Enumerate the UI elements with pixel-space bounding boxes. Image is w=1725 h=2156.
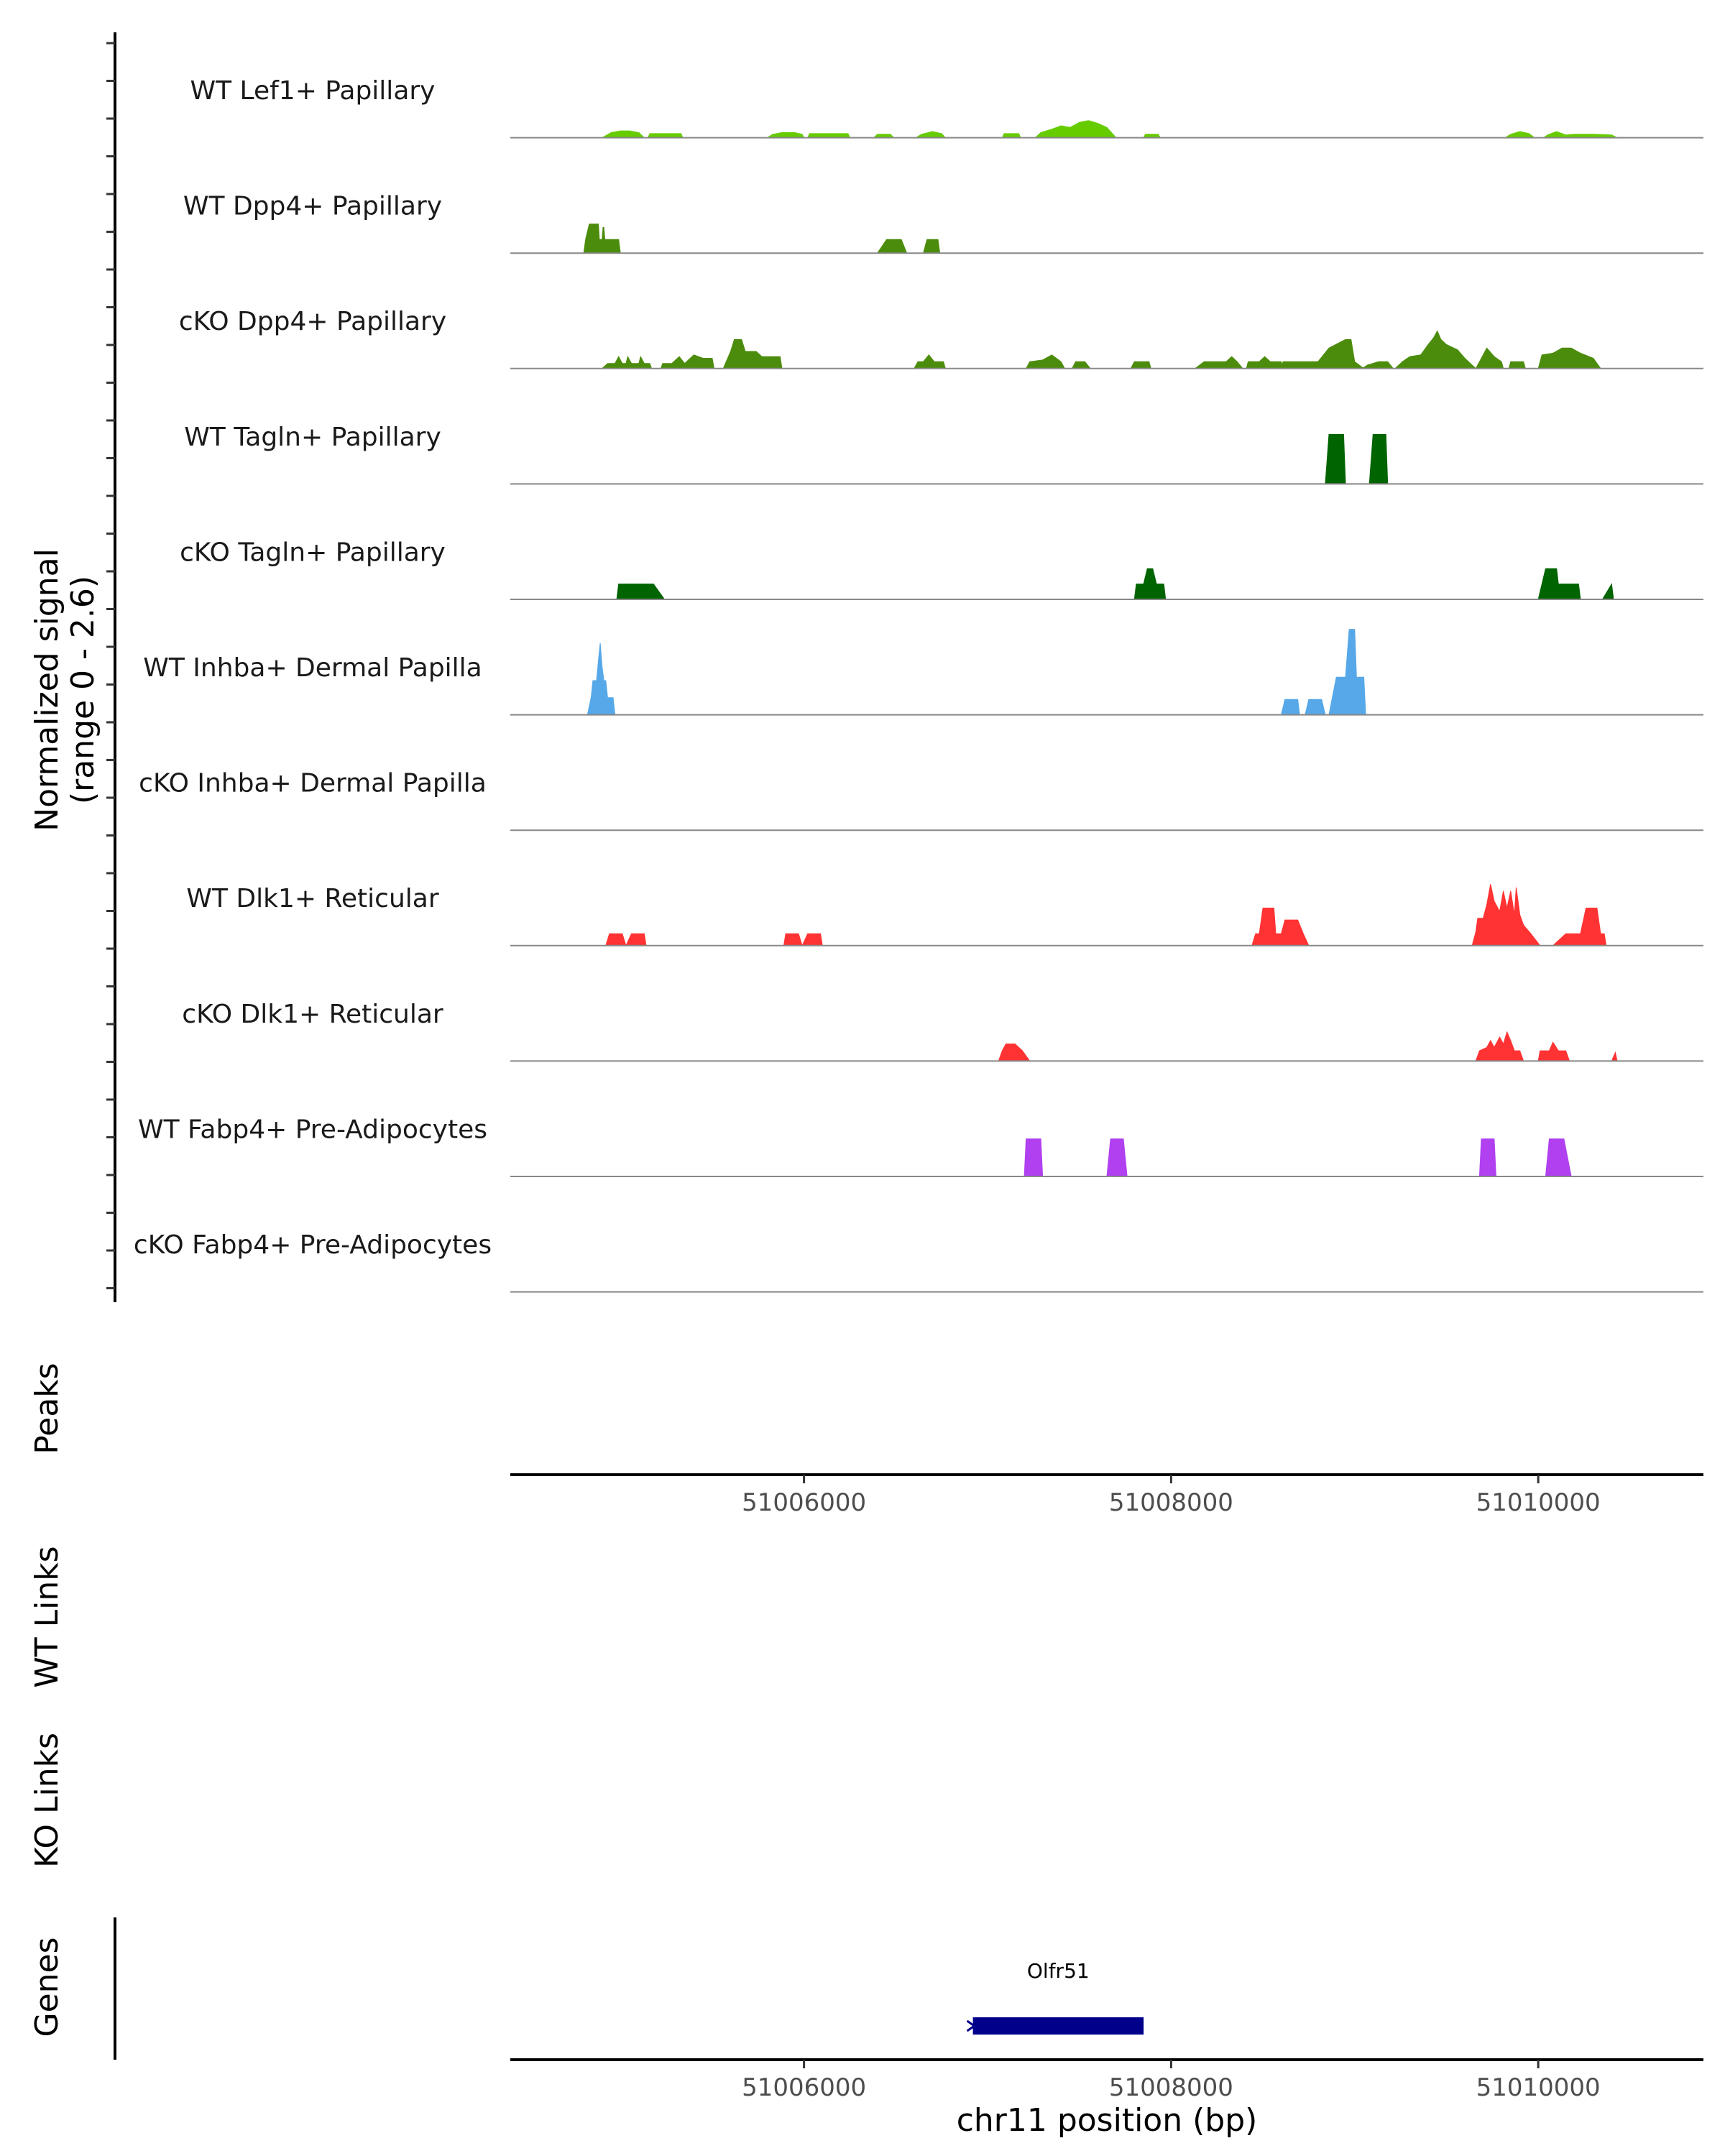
gene-strand-arrow — [966, 2019, 977, 2032]
track-7: WT Dlk1+ Reticular — [186, 884, 1703, 947]
x-tick-label: 51008000 — [1109, 1488, 1233, 1517]
track-signal-area — [1024, 1138, 1572, 1177]
coverage-tracks: WT Lef1+ Papillary WT Dpp4+ Papillary cKO … — [134, 76, 1703, 1293]
track-label: WT Tagln+ Papillary — [184, 423, 441, 452]
track-9: WT Fabp4+ Pre-Adipocytes — [138, 1115, 1703, 1177]
track-signal-area — [586, 629, 1366, 716]
gene-body — [972, 2017, 1144, 2035]
signal-axis-title: Normalized signal — [29, 548, 65, 831]
track-10: cKO Fabp4+ Pre-Adipocytes — [134, 1230, 1703, 1293]
x-axis-title: chr11 position (bp) — [957, 2102, 1258, 2139]
track-label: WT Lef1+ Papillary — [190, 76, 436, 106]
track-0: WT Lef1+ Papillary — [190, 76, 1703, 139]
x-tick-label: 51006000 — [742, 2073, 866, 2102]
gene-label: Olfr51 — [1027, 1959, 1090, 1983]
peaks-panel-label: Peaks — [29, 1363, 65, 1454]
track-signal-area — [998, 1031, 1618, 1061]
track-signal-area — [616, 568, 1614, 600]
track-label: WT Inhba+ Dermal Papilla — [143, 653, 482, 683]
x-tick-label: 51006000 — [742, 1488, 866, 1517]
x-tick-label: 51010000 — [1476, 1488, 1601, 1517]
track-signal-area — [600, 120, 1618, 139]
genes-panel-label: Genes — [29, 1937, 65, 2037]
ko-links-panel-label: KO Links — [29, 1733, 65, 1868]
signal-axis-range: (range 0 - 2.6) — [65, 576, 101, 804]
track-label: WT Dpp4+ Papillary — [183, 192, 442, 221]
track-label: WT Fabp4+ Pre-Adipocytes — [138, 1115, 487, 1144]
signal-axis-ticks — [106, 42, 115, 1289]
track-1: WT Dpp4+ Papillary — [183, 192, 1703, 254]
track-4: cKO Tagln+ Papillary — [180, 538, 1703, 600]
track-5: WT Inhba+ Dermal Papilla — [143, 629, 1703, 716]
x-tick-label: 51010000 — [1476, 2073, 1601, 2102]
track-8: cKO Dlk1+ Reticular — [182, 1000, 1703, 1062]
track-signal-area — [605, 884, 1607, 947]
peaks-x-axis: 51006000 51008000 51010000 — [742, 1475, 1601, 1517]
track-label: cKO Tagln+ Papillary — [180, 538, 446, 567]
track-2: cKO Dpp4+ Papillary — [179, 307, 1703, 369]
genes-x-axis: 51006000 51008000 51010000 — [742, 2060, 1601, 2102]
track-6: cKO Inhba+ Dermal Papilla — [139, 769, 1703, 831]
gene-Olfr51: Olfr51 — [966, 1959, 1144, 2035]
track-signal-area — [601, 330, 1601, 369]
track-label: cKO Dlk1+ Reticular — [182, 1000, 443, 1029]
track-label: cKO Dpp4+ Papillary — [179, 307, 446, 336]
x-tick-label: 51008000 — [1109, 2073, 1233, 2102]
track-signal-area — [1325, 433, 1389, 484]
track-label: cKO Fabp4+ Pre-Adipocytes — [134, 1230, 492, 1260]
track-3: WT Tagln+ Papillary — [184, 423, 1703, 485]
wt-links-panel-label: WT Links — [29, 1546, 65, 1687]
track-signal-area — [583, 224, 941, 254]
gene-annotations: Olfr51 — [966, 1959, 1144, 2035]
track-label: WT Dlk1+ Reticular — [186, 884, 438, 913]
track-label: cKO Inhba+ Dermal Papilla — [139, 769, 487, 798]
